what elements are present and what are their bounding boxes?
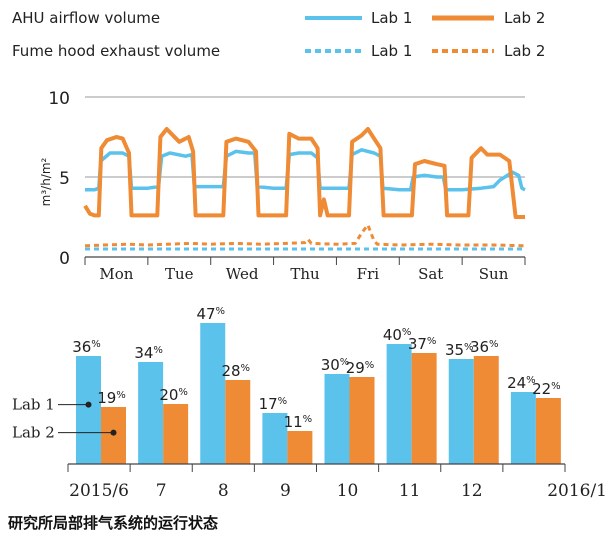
bar-series-label-lab2: Lab 2 [12,424,55,442]
y-tick-label: 5 [59,169,70,189]
bar-lab1-11 [386,344,412,464]
bar-lab1-10 [324,374,350,464]
bar-value-label: 47% [196,305,225,323]
series-line-lab1-solid [85,148,526,192]
bar-lab2-9 [287,431,313,464]
x-tick-label: Mon [99,265,133,283]
x-tick-label: Tue [165,265,194,283]
bar-value-label: 11% [284,413,313,431]
legend: AHU airflow volume Lab 1 Lab 2 Fume hood… [12,9,545,60]
y-axis-label: m³/h/m² [39,157,53,206]
bar-chart: 36%19%34%20%47%28%17%11%30%29%40%37% 35%3… [12,305,607,501]
x-tick-label: Wed [226,265,259,283]
bar-lab2-7 [163,404,189,464]
bar-value-label: 19% [97,389,126,407]
legend-row-ahu-label: AHU airflow volume [12,9,160,27]
y-tick-label: 0 [59,249,70,269]
bar-lab2-10 [349,377,375,464]
bar-value-label: 20% [159,386,188,404]
bar-lab1-9 [262,413,288,464]
bar-x-tick-label: 10 [337,481,359,501]
bar-x-tick-label: 7 [156,481,167,501]
bar-value-label: 36% [470,338,499,356]
pointer-dot [85,401,92,408]
bar-value-label: 36% [72,338,101,356]
legend-row-fume-lab1: Lab 1 [371,42,412,60]
bar-x-tick-label: 11 [399,481,421,501]
bar-value-label: 28% [221,362,250,380]
bar-x-tick-label: 8 [218,481,229,501]
x-tick-label: Sun [479,265,509,283]
bar-lab1-12 [448,359,474,464]
bar-lab1-2016-1 [510,392,536,464]
bar-x-tick-label: 2015/6 [69,481,129,501]
bar-value-label: 37% [408,335,437,353]
caption: 研究所局部排气系统的运行状态 [8,514,219,532]
bar-series-label-lab1: Lab 1 [12,396,55,414]
line-chart: 0 5 10 m³/h/m² Mon Tue Wed Thu Fri Sat Sun [39,89,526,283]
y-tick-label: 10 [48,89,70,109]
bar-lab2-11 [411,353,437,464]
bar-lab2-8 [225,380,251,464]
x-tick-label: Sat [418,265,443,283]
bar-value-label: 22% [532,380,561,398]
legend-row-fume-label: Fume hood exhaust volume [12,42,220,60]
bar-lab2-12 [473,356,499,464]
legend-row-ahu-lab2: Lab 2 [504,9,545,27]
bar-x-tick-label: 2016/1 [547,481,607,501]
x-tick-label: Thu [290,265,320,283]
bar-x-tick-label: 12 [461,481,483,501]
x-tick-label: Fri [357,265,380,283]
bar-lab2-2016-1 [535,398,561,464]
bar-value-label: 17% [259,395,288,413]
bar-lab1-8 [200,323,226,464]
series-line-lab2-solid [83,127,525,219]
bar-lab1-7 [138,362,164,464]
legend-row-ahu-lab1: Lab 1 [371,9,412,27]
bar-value-label: 34% [134,344,163,362]
bar-lab1-2015-6 [76,356,101,464]
bar-x-tick-label: 9 [280,481,291,501]
pointer-dot [110,429,117,436]
series-line-lab2-dashed [84,223,526,248]
legend-row-fume-lab2: Lab 2 [504,42,545,60]
bar-value-label: 29% [346,359,375,377]
